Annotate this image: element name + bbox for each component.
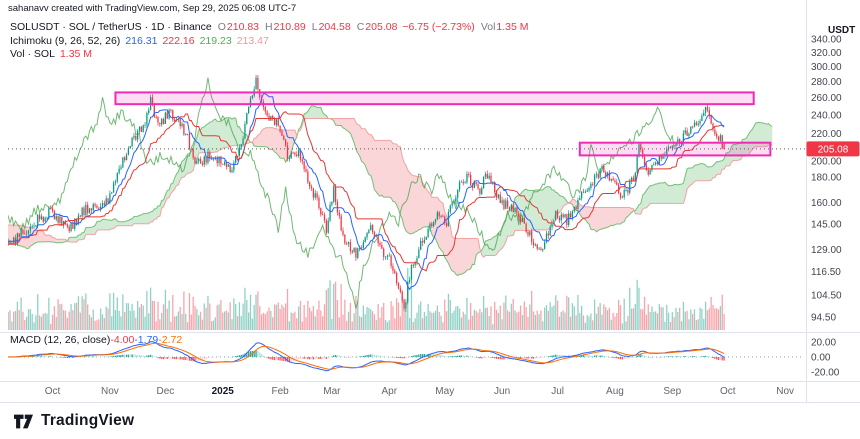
svg-text:-20.00: -20.00: [811, 368, 840, 379]
volume-legend-row: Vol · SOL 1.35 M: [10, 48, 529, 62]
svg-text:129.00: 129.00: [811, 245, 842, 256]
high-label: H: [265, 21, 273, 33]
low-label: L: [311, 21, 318, 33]
low-value: 204.58: [318, 21, 351, 33]
svg-text:300.00: 300.00: [811, 62, 842, 73]
svg-text:280.00: 280.00: [811, 77, 842, 88]
svg-text:94.50: 94.50: [811, 312, 836, 323]
svg-text:200.00: 200.00: [811, 156, 842, 167]
bottom-toolbar: TradingView: [0, 402, 860, 439]
ichimoku-legend-row: Ichimoku (9, 26, 52, 26) 216.31 222.16 219.…: [10, 35, 529, 49]
change-value: −6.75 (−2.73%): [402, 21, 475, 33]
open-value: 210.83: [226, 21, 260, 33]
svg-text:Aug: Aug: [606, 386, 624, 397]
svg-text:205.08: 205.08: [818, 144, 849, 155]
svg-text:320.00: 320.00: [811, 48, 842, 59]
macd-signal-value: -2.72: [158, 334, 183, 346]
current-price-badge: 205.08: [806, 141, 860, 157]
svg-text:145.00: 145.00: [811, 220, 842, 231]
macd-title[interactable]: MACD (12, 26, close): [10, 334, 111, 346]
open-label: O: [217, 21, 226, 33]
close-value: 205.08: [365, 21, 398, 33]
svg-text:Dec: Dec: [157, 386, 175, 397]
svg-text:116.50: 116.50: [811, 267, 841, 278]
symbol-legend-row: SOLUSDT · SOL / TetherUS · 1D · Binance O…: [10, 21, 529, 35]
pane-separators: [0, 0, 860, 402]
macd-hist-value: -4.00: [110, 334, 135, 346]
svg-text:Sep: Sep: [663, 386, 681, 397]
volume-indicator-value: 1.35 M: [59, 48, 93, 60]
ichimoku-leada-value: 219.23: [199, 34, 232, 47]
ichimoku-lines-layer: [8, 93, 725, 291]
svg-text:180.00: 180.00: [811, 173, 842, 184]
volume-layer: [8, 268, 725, 330]
svg-text:Oct: Oct: [45, 386, 61, 397]
svg-text:0.00: 0.00: [811, 353, 831, 364]
svg-text:340.00: 340.00: [811, 35, 842, 46]
volume-label: Vol: [480, 21, 496, 33]
svg-text:Oct: Oct: [720, 386, 736, 397]
svg-text:20.00: 20.00: [811, 338, 836, 349]
ichimoku-conversion-value: 216.31: [125, 34, 158, 47]
svg-text:104.50: 104.50: [811, 291, 842, 302]
svg-text:160.00: 160.00: [811, 198, 842, 209]
drawings-layer[interactable]: [114, 91, 772, 157]
time-axis[interactable]: Oct Nov Dec 2025 Feb Mar Apr May Jun Jul Aug Sep Oct…: [45, 386, 794, 397]
ichimoku-lagging-layer: [8, 77, 677, 309]
svg-text:Nov: Nov: [776, 386, 794, 397]
close-label: C: [356, 21, 365, 33]
svg-text:220.00: 220.00: [811, 129, 842, 140]
ichimoku-leadb-value: 213.47: [236, 34, 269, 47]
tradingview-logo-icon[interactable]: [13, 412, 34, 431]
candles-layer: [8, 74, 725, 312]
svg-text:Jul: Jul: [551, 386, 564, 397]
svg-text:Apr: Apr: [381, 386, 397, 397]
high-value: 210.89: [273, 21, 306, 33]
tradingview-wordmark[interactable]: TradingView: [41, 412, 135, 429]
svg-text:Feb: Feb: [271, 386, 289, 397]
svg-text:Nov: Nov: [101, 386, 119, 397]
volume-value: 1.35 M: [496, 21, 529, 33]
price-zone-box[interactable]: [114, 91, 755, 106]
macd-legend: MACD (12, 26, close)-4.00-1.79-2.72: [10, 334, 182, 346]
macd-line-value: -1.79: [134, 334, 159, 346]
symbol-title[interactable]: SOLUSDT · SOL / TetherUS · 1D · Binance: [10, 21, 212, 33]
svg-text:May: May: [435, 386, 454, 397]
svg-text:Mar: Mar: [323, 386, 341, 397]
price-zone-box[interactable]: [578, 141, 772, 157]
axis-currency-label: USDT: [828, 25, 855, 36]
svg-text:2025: 2025: [212, 386, 235, 397]
ichimoku-base-value: 222.16: [162, 34, 195, 47]
macd-layer: [8, 341, 804, 372]
attribution-text: sahanavv created with TradingView.com, S…: [8, 3, 297, 14]
svg-text:260.00: 260.00: [811, 93, 842, 104]
ichimoku-cloud-layer: [8, 105, 773, 277]
volume-indicator-title[interactable]: Vol · SOL: [10, 48, 55, 60]
symbol-legend: SOLUSDT · SOL / TetherUS · 1D · Binance O…: [10, 21, 529, 62]
svg-text:Jun: Jun: [494, 386, 510, 397]
svg-text:240.00: 240.00: [811, 110, 842, 121]
ichimoku-title[interactable]: Ichimoku (9, 26, 52, 26): [10, 34, 121, 47]
